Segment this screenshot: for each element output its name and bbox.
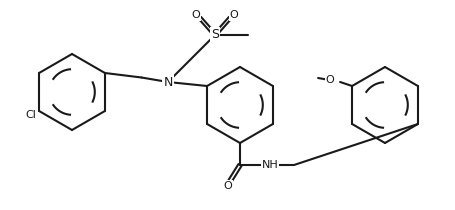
Text: O: O — [325, 75, 334, 85]
Text: O: O — [229, 10, 238, 20]
Text: S: S — [211, 29, 218, 42]
Text: NH: NH — [261, 160, 278, 170]
Text: O: O — [191, 10, 200, 20]
Text: O: O — [223, 181, 232, 191]
Text: N: N — [163, 76, 172, 88]
Text: Cl: Cl — [25, 110, 36, 120]
